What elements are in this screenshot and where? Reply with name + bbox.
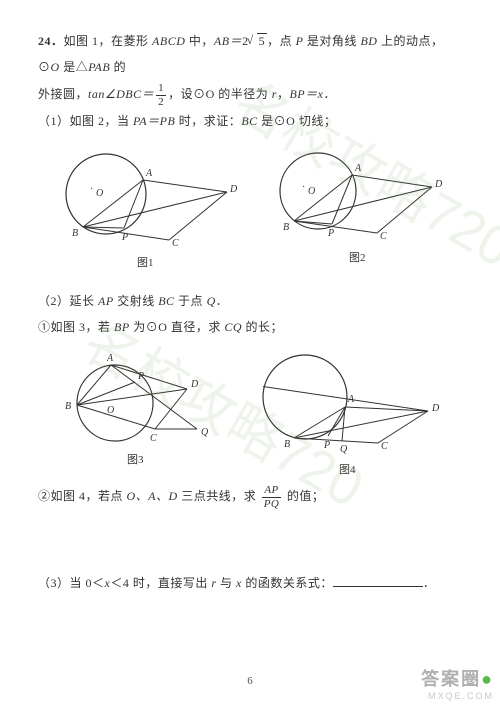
svg-text:C: C [380, 231, 387, 242]
svg-text:C: C [150, 433, 157, 444]
svg-text:D: D [434, 179, 443, 190]
svg-text:D: D [229, 184, 238, 195]
caption-fig1: 图1 [48, 254, 243, 270]
figure-2: O· A B C D P [262, 142, 452, 247]
problem-line-2: 外接圆，tan∠DBC＝12，设⊙O 的半径为 r，BP＝x． [38, 81, 462, 108]
caption-fig4: 图4 [250, 461, 445, 477]
problem-number: 24． [38, 34, 64, 48]
svg-text:Q: Q [201, 427, 209, 438]
svg-text:B: B [283, 222, 289, 233]
problem-line-1: 24．如图 1，在菱形 ABCD 中，AB＝25，点 P 是对角线 BD 上的动… [38, 28, 462, 81]
caption-fig3: 图3 [55, 451, 215, 467]
figure-row-2: OABCDPQ 图3 ABCDPQ 图4 [38, 349, 462, 477]
figure-row-1: O·ABCDP 图1 O·ABCDP 图2 [38, 142, 462, 270]
figure-4: A B C D PQ [250, 349, 445, 459]
figure-1: O· A B C D P [48, 142, 243, 252]
corner-logo: 答案圈● MXQE.COM [421, 665, 494, 701]
svg-text:P: P [327, 228, 334, 239]
svg-text:B: B [65, 401, 71, 412]
figure-3: OABCDPQ [55, 349, 215, 449]
svg-text:P: P [137, 371, 144, 382]
svg-text:A: A [106, 353, 114, 364]
svg-text:P: P [121, 232, 128, 243]
caption-fig2: 图2 [262, 249, 452, 265]
part-3: （3）当 0＜x＜4 时，直接写出 r 与 x 的函数关系式：． [38, 570, 462, 596]
logo-dot-icon: ● [481, 669, 494, 689]
svg-text:P: P [323, 440, 330, 451]
part-2-sub2: ②如图 4，若点 O、A、D 三点共线，求 APPQ 的值； [38, 483, 462, 510]
svg-text:·: · [90, 184, 93, 195]
answer-blank [333, 574, 423, 587]
svg-text:B: B [284, 439, 290, 450]
svg-text:B: B [72, 228, 78, 239]
svg-text:O: O [96, 188, 103, 199]
svg-text:O: O [308, 186, 315, 197]
part-2: （2）延长 AP 交射线 BC 于点 Q． [38, 288, 462, 314]
svg-text:A: A [145, 168, 153, 179]
svg-text:C: C [381, 441, 388, 452]
svg-text:A: A [354, 163, 362, 174]
svg-text:D: D [190, 379, 199, 390]
svg-text:Q: Q [340, 444, 348, 455]
svg-text:D: D [431, 403, 440, 414]
svg-text:C: C [172, 238, 179, 249]
svg-text:·: · [302, 182, 305, 193]
svg-text:A: A [347, 394, 355, 405]
part-2-sub1: ①如图 3，若 BP 为⊙O 直径，求 CQ 的长； [38, 314, 462, 340]
part-1: （1）如图 2，当 PA＝PB 时，求证：BC 是⊙O 切线； [38, 108, 462, 134]
